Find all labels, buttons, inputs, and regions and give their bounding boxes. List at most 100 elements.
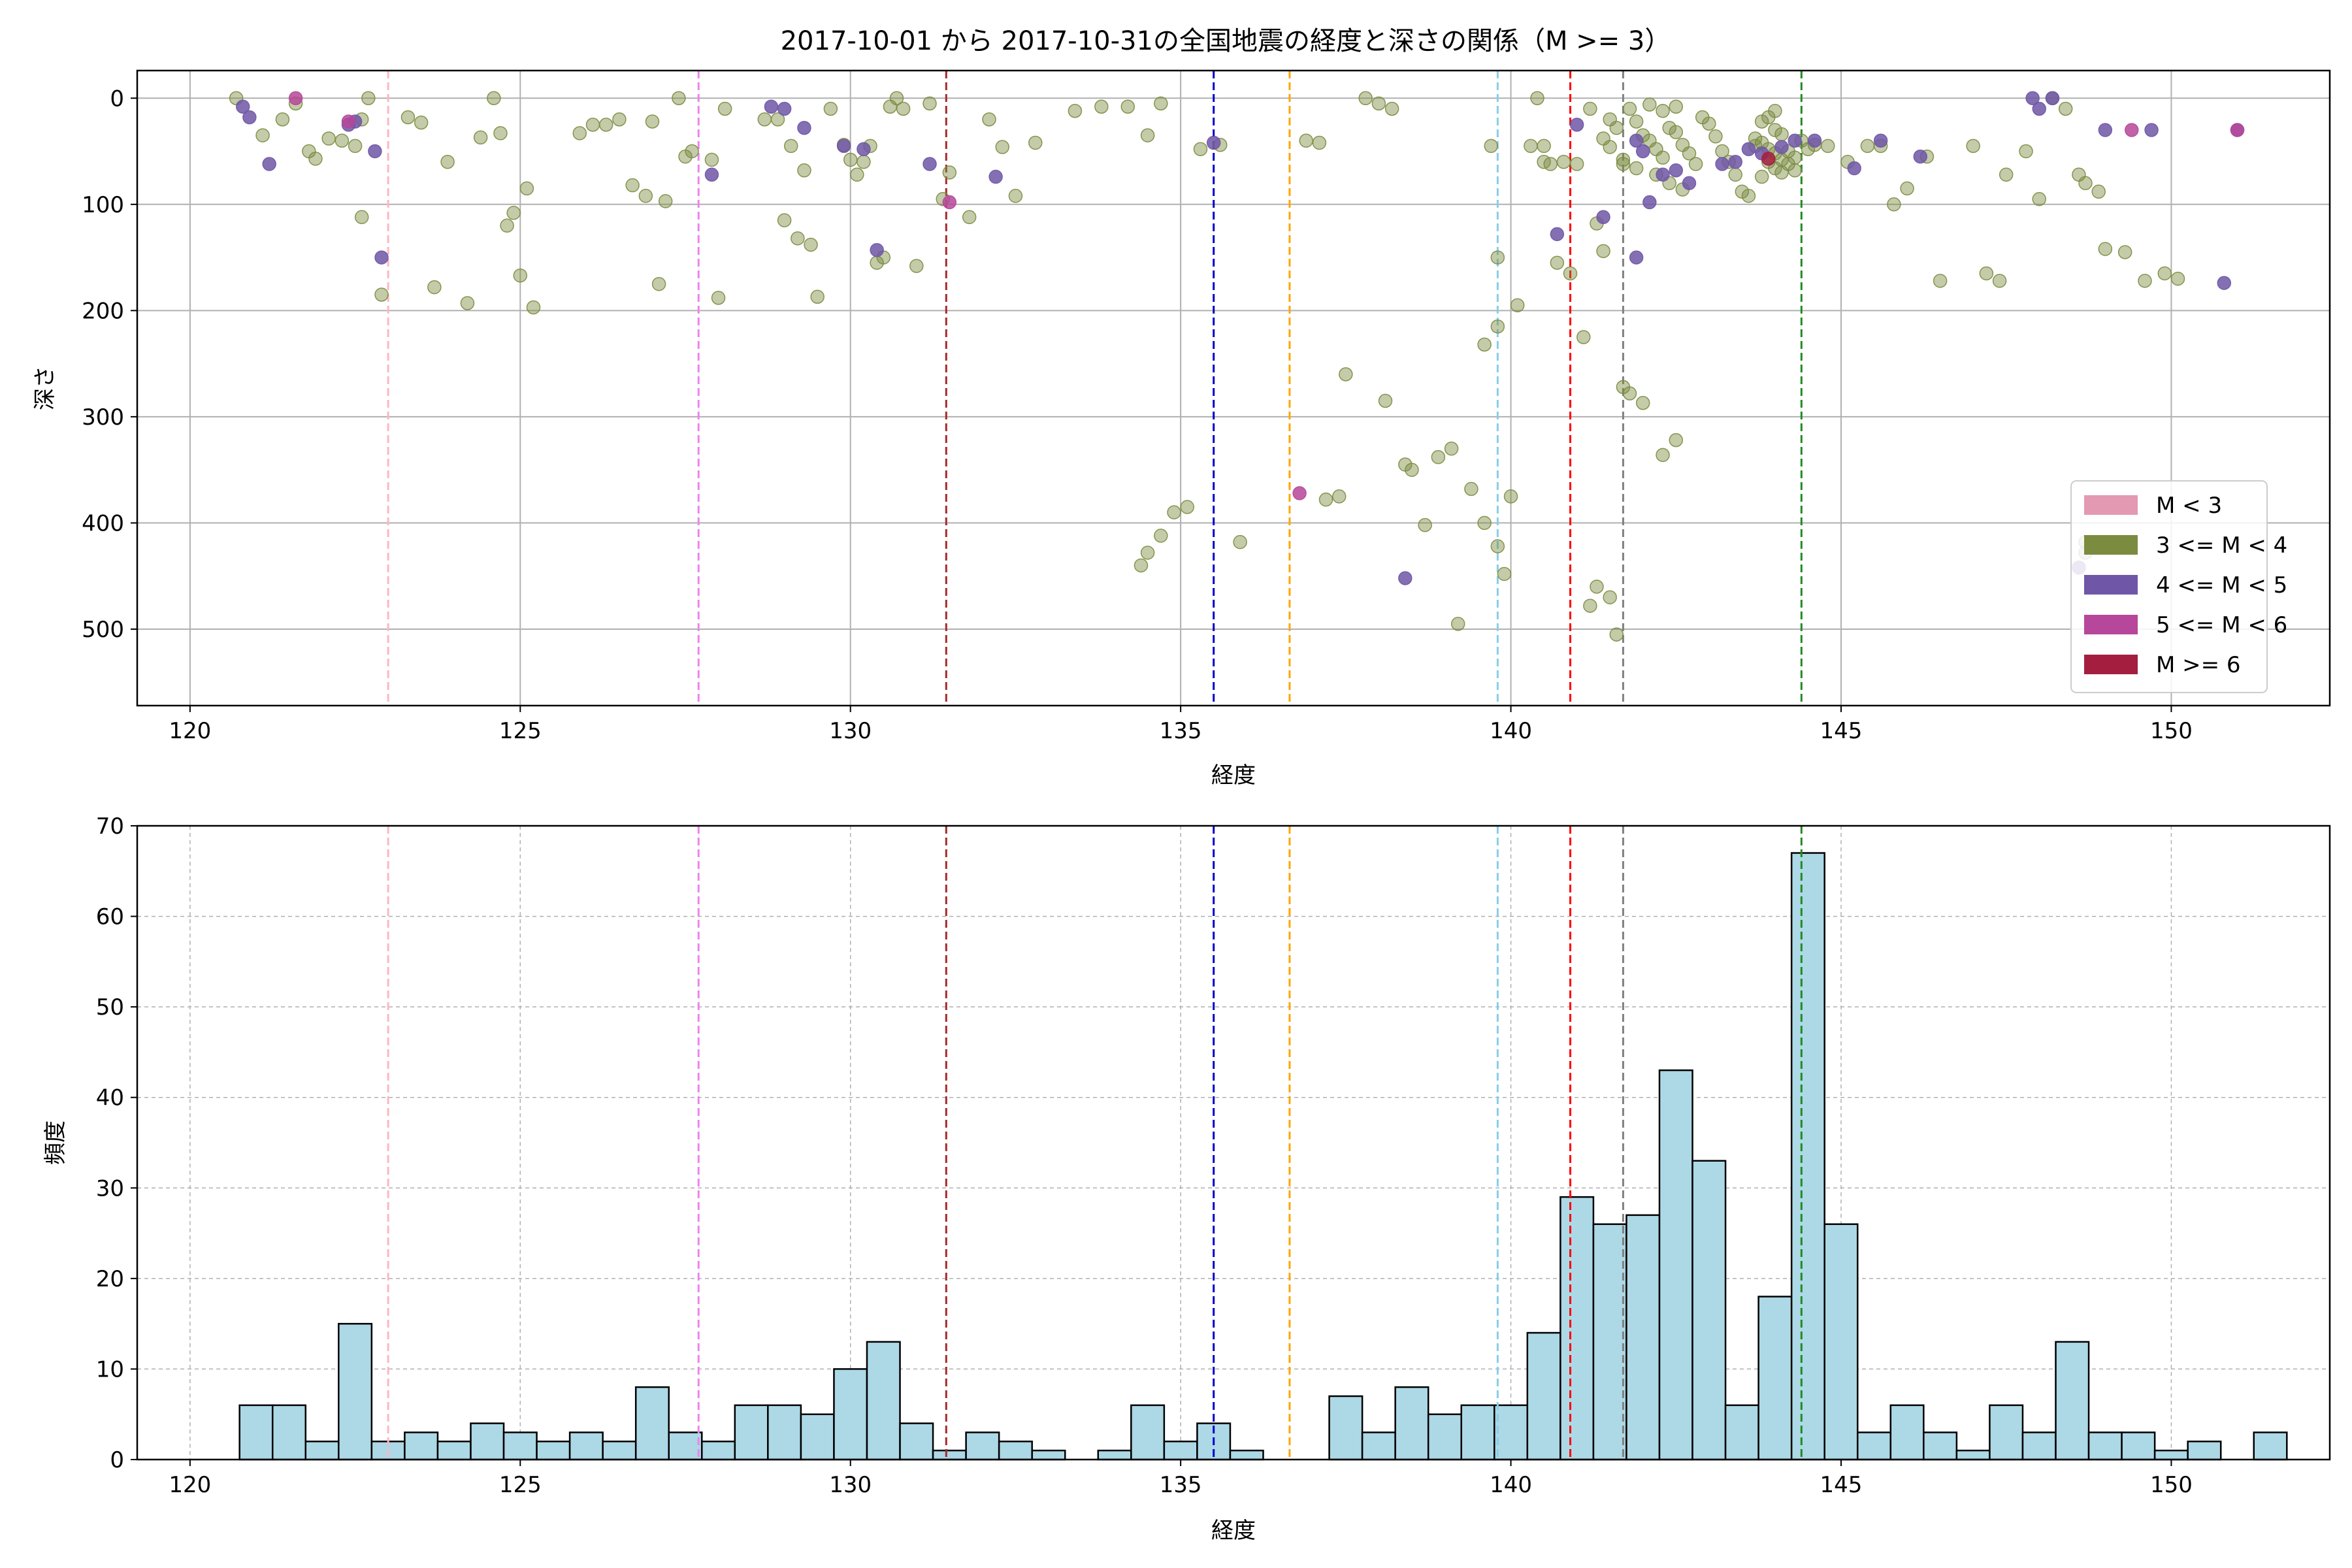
scatter-point (374, 250, 389, 265)
scatter-point (645, 114, 660, 129)
histogram-bar (767, 1404, 802, 1461)
histogram-bar (1658, 1069, 1693, 1461)
scatter-point (1590, 580, 1604, 594)
scatter-point (1821, 139, 1835, 154)
scatter-point (843, 152, 858, 167)
scatter-point (638, 189, 653, 203)
scatter-point (1331, 489, 1347, 504)
scatter-point (1629, 114, 1644, 129)
scatter-point (942, 195, 957, 210)
scatter-point (585, 118, 600, 132)
scatter-point (757, 112, 772, 127)
histogram-bar (800, 1413, 835, 1461)
histogram-bar (1229, 1449, 1264, 1461)
scatter-point (857, 155, 871, 169)
histogram-bar (2121, 1431, 2156, 1461)
scatter-point (1550, 227, 1565, 242)
scatter-point (1754, 114, 1769, 129)
scatter-point (1378, 393, 1393, 408)
histogram-bar (932, 1449, 967, 1461)
histogram-bar (899, 1422, 934, 1461)
scatter-point (836, 139, 851, 154)
histogram-bar (1955, 1449, 1991, 1461)
histogram-bar (668, 1431, 703, 1461)
scatter-point (1140, 546, 1155, 560)
scatter-y-tick-label: 400 (82, 510, 124, 536)
scatter-x-tick-label: 120 (169, 718, 211, 744)
scatter-point (1450, 617, 1465, 631)
scatter-point (1537, 139, 1551, 154)
histogram-bar (2055, 1341, 2090, 1461)
scatter-point (275, 112, 290, 127)
scatter-point (1120, 99, 1135, 114)
scatter-point (598, 118, 613, 132)
scatter-point (1933, 274, 1948, 288)
scatter-point (1490, 319, 1505, 334)
scatter-point (850, 167, 864, 182)
scatter-point (1616, 152, 1631, 167)
histogram-bar (2253, 1431, 2288, 1461)
scatter-point (1154, 96, 1168, 111)
scatter-point (1569, 118, 1584, 132)
scatter-point (804, 237, 818, 252)
scatter-x-tick-label: 125 (499, 718, 542, 744)
scatter-point (1702, 116, 1716, 131)
scatter-point (1596, 210, 1610, 225)
scatter-point (1490, 539, 1505, 553)
scatter-point (783, 139, 798, 154)
legend-label: 4 <= M < 5 (2156, 572, 2287, 598)
scatter-point (2138, 274, 2152, 288)
histogram-bar (1560, 1196, 1595, 1461)
scatter-point (923, 96, 937, 111)
histogram-bar (338, 1322, 373, 1461)
scatter-point (255, 128, 270, 142)
scatter-y-tick-label: 0 (110, 86, 124, 112)
histogram-x-tick-label: 150 (2150, 1472, 2193, 1498)
histogram-y-tick-label: 70 (96, 813, 124, 840)
scatter-point (572, 126, 587, 140)
histogram-y-axis-label: 頻度 (42, 1120, 69, 1165)
scatter-point (1576, 330, 1591, 344)
histogram-bar (2021, 1431, 2057, 1461)
scatter-point (506, 206, 521, 220)
scatter-point (1642, 195, 1657, 210)
scatter-point (1860, 139, 1875, 154)
legend-swatch (2084, 615, 2138, 634)
scatter-point (2098, 242, 2113, 256)
scatter-point (1464, 482, 1478, 497)
scatter-point (1206, 135, 1221, 150)
scatter-point (427, 280, 442, 295)
scatter-x-tick-label: 130 (829, 718, 872, 744)
scatter-point (889, 91, 904, 106)
histogram-bar (1163, 1441, 1198, 1461)
scatter-point (711, 291, 726, 305)
scatter-point (1583, 101, 1597, 116)
scatter-point (374, 287, 389, 302)
scatter-point (2058, 101, 2073, 116)
scatter-point (1563, 266, 1578, 281)
scatter-point (1543, 157, 1558, 171)
histogram-frame (136, 825, 2331, 1461)
scatter-points (229, 91, 2245, 642)
scatter-point (1635, 396, 1650, 410)
histogram-plot-area (137, 826, 2330, 1460)
scatter-y-tick-label: 500 (82, 617, 124, 643)
scatter-point (1556, 155, 1571, 169)
scatter-point (1682, 176, 1697, 191)
scatter-point (1715, 157, 1729, 171)
scatter-point (1299, 133, 1313, 148)
scatter-point (2091, 184, 2106, 199)
scatter-point (1028, 135, 1043, 150)
histogram-y-tick-label: 60 (96, 904, 124, 930)
scatter-point (1656, 167, 1670, 182)
scatter-point (1900, 181, 1914, 196)
scatter-frame (136, 69, 2331, 707)
scatter-point (717, 101, 732, 116)
scatter-point (1774, 127, 1789, 142)
histogram-bar (1757, 1296, 1793, 1461)
scatter-point (672, 91, 686, 106)
scatter-point (1728, 167, 1742, 182)
scatter-point (1358, 91, 1373, 106)
scatter-point (764, 99, 779, 114)
scatter-point (414, 115, 429, 130)
